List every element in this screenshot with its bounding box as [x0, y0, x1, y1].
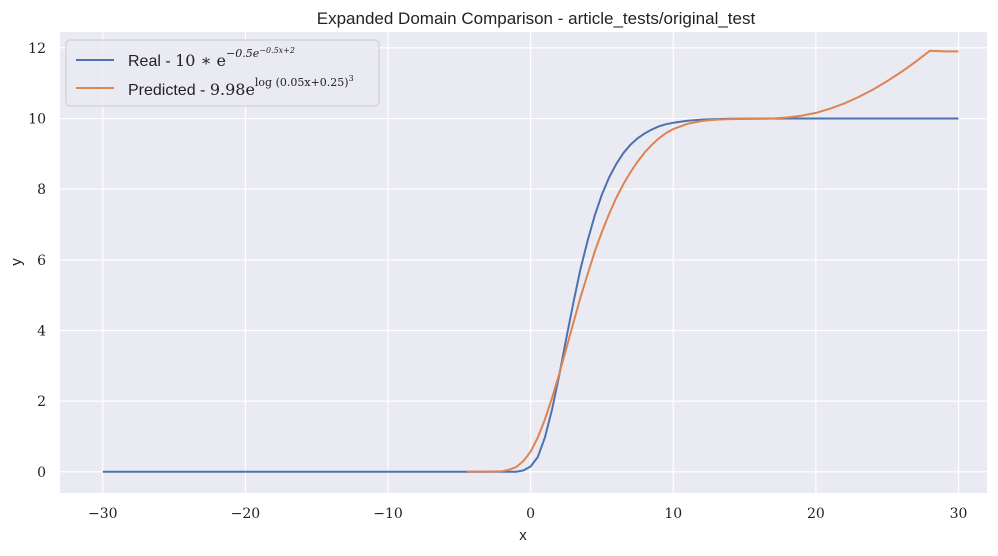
- legend-label-predicted-prefix: Predicted -: [128, 82, 210, 99]
- x-tick-label: −20: [231, 506, 261, 522]
- x-tick-label: 10: [664, 506, 682, 522]
- tick-labels: −30 −20 −10 0 10 20 30 0 2 4 6 8 10 12: [28, 41, 967, 522]
- legend: Real - 10 ∗ e−0.5e−0.5x+2 Predicted - 9.…: [65, 39, 380, 107]
- x-tick-label: −10: [373, 506, 403, 522]
- x-tick-label: 0: [526, 506, 535, 522]
- x-tick-label: −30: [88, 506, 118, 522]
- legend-formula-predicted-sup: log (0.05x+0.25): [255, 76, 349, 89]
- y-tick-label: 8: [37, 182, 46, 198]
- x-tick-label: 20: [807, 506, 825, 522]
- legend-formula-real-sup: −0.5e: [226, 47, 260, 60]
- y-tick-label: 0: [37, 465, 46, 481]
- legend-formula-real-main: 10 ∗ e: [175, 51, 226, 70]
- y-axis-label: y: [8, 258, 25, 266]
- legend-box: [65, 39, 380, 107]
- legend-formula-predicted-supsup: 3: [349, 74, 354, 83]
- y-tick-label: 2: [37, 394, 46, 410]
- y-tick-label: 10: [28, 112, 46, 128]
- series-line-predicted: [466, 49, 959, 473]
- y-tick-label: 12: [28, 41, 46, 57]
- legend-formula-predicted-main: 9.98e: [210, 80, 255, 99]
- chart-title: Expanded Domain Comparison - article_tes…: [317, 9, 756, 28]
- grid-lines: [60, 32, 987, 493]
- x-tick-label: 30: [950, 506, 968, 522]
- legend-formula-real-supsup: −0.5x+2: [259, 46, 295, 55]
- legend-label-real: Real - 10 ∗ e−0.5e−0.5x+2: [128, 46, 295, 70]
- series-lines: [102, 49, 959, 473]
- x-axis-label: x: [519, 527, 527, 544]
- legend-label-real-prefix: Real -: [128, 53, 175, 70]
- y-tick-label: 4: [37, 324, 46, 340]
- legend-label-predicted: Predicted - 9.98elog (0.05x+0.25)3: [128, 74, 354, 99]
- y-tick-label: 6: [37, 253, 46, 269]
